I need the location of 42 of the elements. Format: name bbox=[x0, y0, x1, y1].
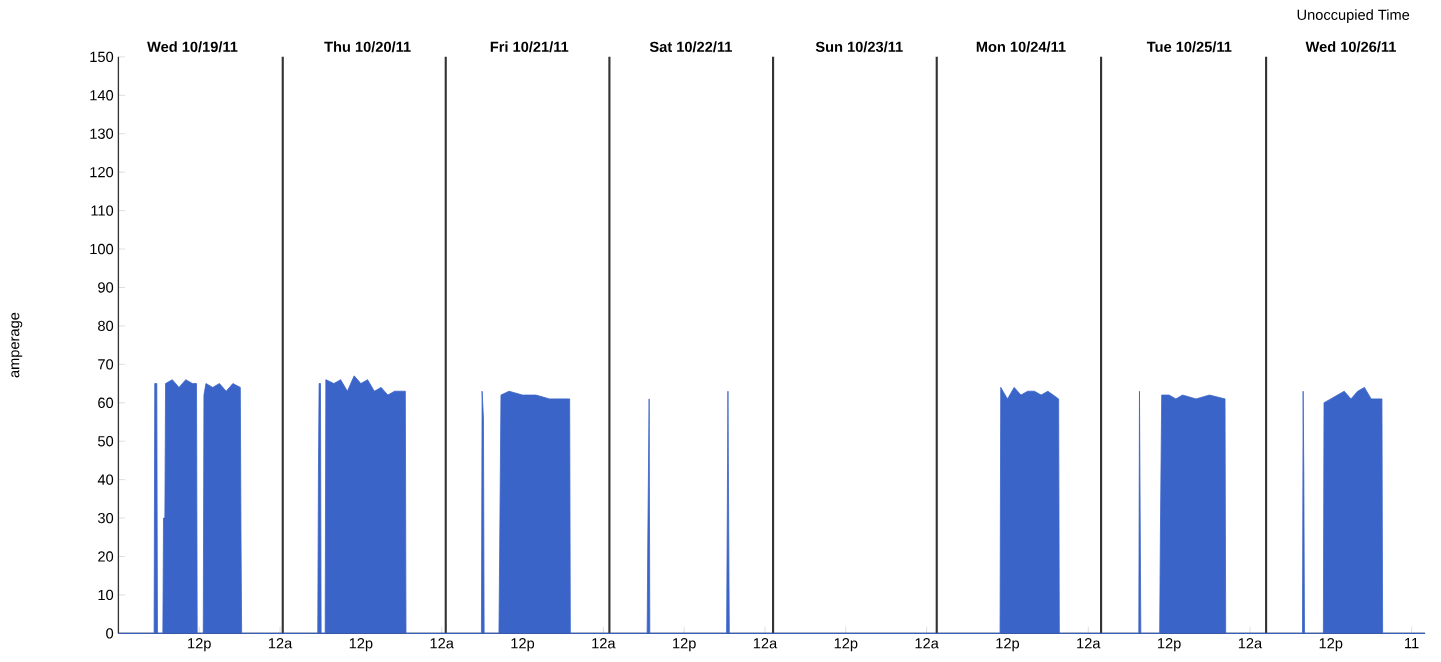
x2-tick-label: Wed 10/19/11 bbox=[147, 41, 238, 52]
x-tick-label: 12a bbox=[268, 637, 293, 649]
y-tick-label: 0 bbox=[106, 628, 114, 639]
x-tick-label: 12p bbox=[188, 637, 211, 652]
x-tick-label: 12p bbox=[996, 637, 1020, 652]
x-tick-label: 11 bbox=[1405, 637, 1419, 648]
y-tick-label: 100 bbox=[90, 243, 114, 255]
x-tick-label: 12p bbox=[511, 637, 535, 652]
y-tick-label: 50 bbox=[98, 435, 114, 447]
x2-tick-label: Sat 10/22/11 bbox=[649, 41, 732, 52]
text: Unoccupied Time bbox=[1297, 9, 1410, 23]
y-tick-label: 40 bbox=[97, 474, 114, 485]
x-tick-label: 12p bbox=[349, 637, 373, 652]
x-tick-label: 12p bbox=[834, 637, 858, 652]
x-tick-label: 12a bbox=[1077, 637, 1101, 649]
y-tick-label: 80 bbox=[98, 320, 114, 331]
y-tick-label: 140 bbox=[90, 89, 114, 101]
x-tick-label: 12a bbox=[1238, 637, 1263, 649]
x-tick-label: 12a bbox=[753, 637, 778, 649]
x2-tick-label: Thu 10/20/11 bbox=[324, 41, 411, 52]
x-tick-label: 12a bbox=[592, 637, 616, 649]
y-tick-label: 70 bbox=[98, 359, 114, 370]
x-tick-label: 12p bbox=[1319, 637, 1343, 652]
x-tick-label: 12p bbox=[673, 637, 696, 652]
y-tick-label: 30 bbox=[97, 512, 114, 524]
y-axis-title: amperage bbox=[11, 312, 23, 378]
y-tick-label: 20 bbox=[98, 551, 114, 562]
x2-tick-label: Wed 10/26/11 bbox=[1305, 41, 1396, 52]
x-tick-label: 12a bbox=[915, 637, 939, 649]
y-tick-label: 10 bbox=[98, 589, 114, 600]
x2-tick-label: Tue 10/25/11 bbox=[1146, 41, 1232, 52]
y-tick-label: 150 bbox=[90, 51, 114, 62]
x-tick-label: 12a bbox=[430, 637, 454, 649]
y-tick-label: 110 bbox=[91, 205, 114, 216]
x-tick-label: 12p bbox=[1158, 637, 1181, 652]
y-tick-label: 120 bbox=[90, 166, 114, 178]
x2-tick-label: Fri 10/21/11 bbox=[490, 41, 569, 52]
y-tick-label: 60 bbox=[98, 397, 114, 408]
x2-tick-label: Sun 10/23/11 bbox=[815, 41, 903, 52]
y-tick-label: 90 bbox=[98, 282, 114, 293]
x2-tick-label: Mon 10/24/11 bbox=[976, 41, 1066, 52]
y-tick-label: 130 bbox=[90, 128, 114, 139]
